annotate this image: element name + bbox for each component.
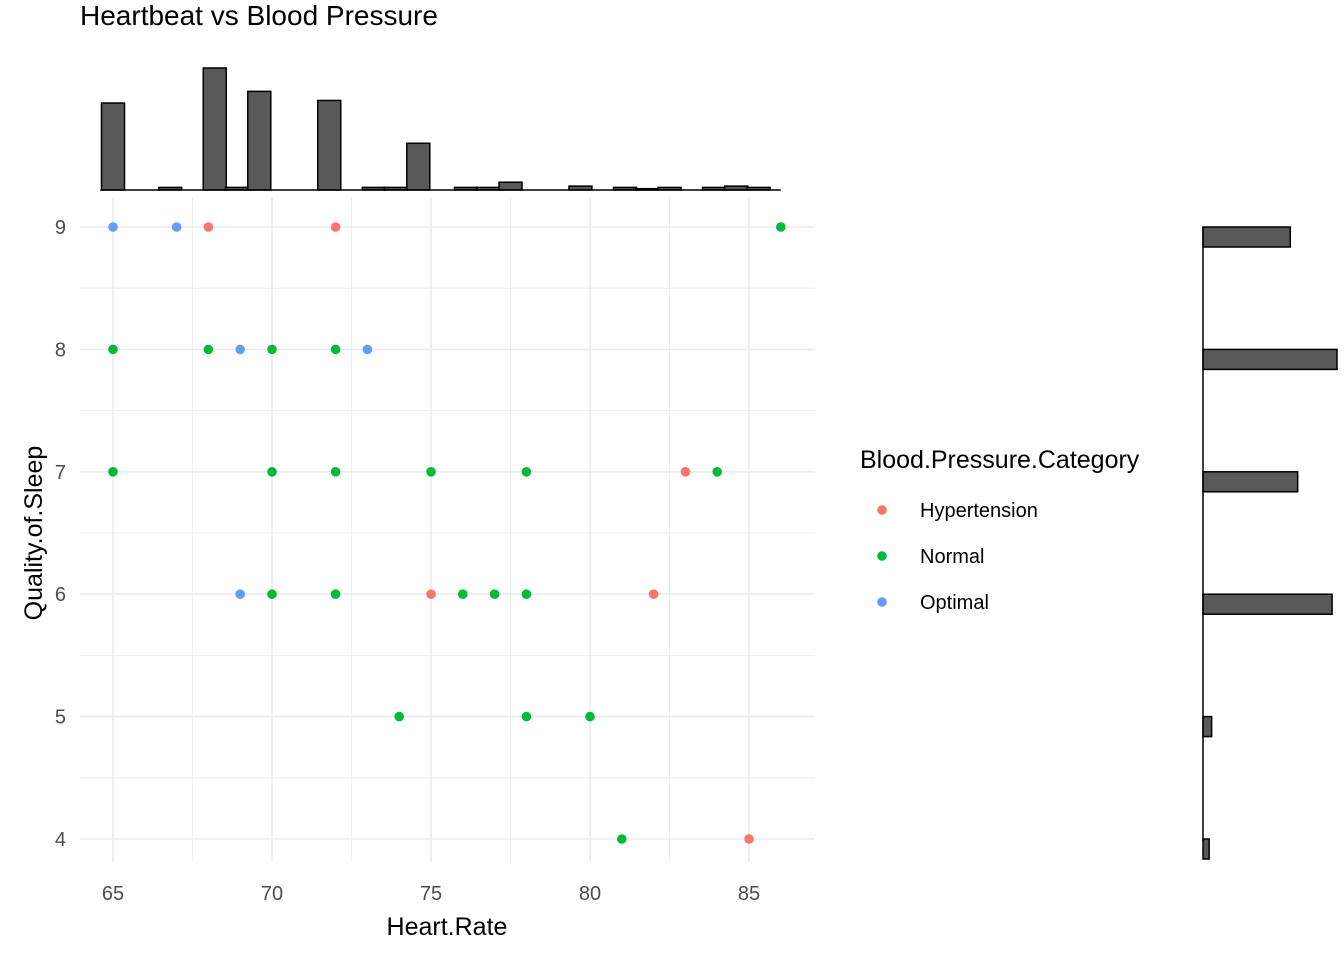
data-point-normal	[330, 344, 341, 355]
data-point-normal	[458, 589, 468, 599]
right-histogram-bar	[1202, 593, 1333, 615]
right-histogram-bar	[1202, 715, 1213, 738]
y-tick-label: 8	[55, 339, 66, 361]
data-point-normal	[330, 589, 341, 599]
data-point-hypertension	[330, 222, 341, 232]
right-histogram-bar	[1202, 838, 1210, 860]
x-tick-label: 70	[261, 883, 283, 905]
top-histogram-bar	[100, 102, 126, 191]
data-point-hypertension	[648, 589, 659, 599]
x-tick-label: 75	[420, 883, 442, 905]
x-tick-label: 85	[738, 883, 760, 905]
top-histogram-bar	[202, 67, 228, 191]
right-marginal-histogram	[1202, 226, 1338, 860]
data-point-hypertension	[203, 222, 214, 232]
top-histogram-bar	[247, 90, 272, 191]
legend-label-hypertension: Hypertension	[920, 500, 1038, 522]
data-point-normal	[712, 467, 722, 477]
top-histogram-bar	[316, 99, 342, 191]
top-marginal-histogram	[100, 67, 781, 191]
x-tick-label: 65	[102, 883, 124, 905]
data-point-optimal	[235, 344, 245, 355]
data-point-normal	[521, 711, 532, 722]
data-point-optimal	[108, 222, 118, 232]
data-point-normal	[521, 589, 532, 599]
data-point-normal	[108, 467, 118, 477]
x-axis-title: Heart.Rate	[387, 913, 508, 941]
y-tick-label: 5	[55, 707, 66, 729]
data-point-normal	[617, 834, 627, 844]
right-histogram-bar	[1202, 226, 1292, 248]
x-tick-label: 80	[579, 883, 601, 905]
data-point-optimal	[171, 222, 182, 232]
legend-key-optimal	[877, 597, 887, 607]
y-axis-ticks: 4 5 6 7 8 9	[55, 217, 66, 851]
data-point-optimal	[235, 589, 245, 599]
data-point-hypertension	[744, 834, 754, 844]
data-point-normal	[108, 344, 118, 355]
data-point-normal	[203, 344, 214, 355]
top-histogram-bar	[498, 181, 523, 191]
data-point-normal	[267, 344, 277, 355]
data-point-normal	[267, 467, 277, 477]
data-point-normal	[521, 467, 532, 477]
legend-title: Blood.Pressure.Category	[860, 446, 1140, 474]
legend: Blood.Pressure.Category Hypertension Norm…	[860, 446, 1140, 614]
data-point-normal	[585, 711, 595, 722]
data-point-normal	[776, 222, 786, 232]
data-point-hypertension	[426, 589, 436, 599]
data-point-normal	[426, 467, 436, 477]
x-axis-ticks: 65 70 75 80 85	[102, 883, 760, 905]
scatter-points	[108, 222, 786, 844]
legend-label-normal: Normal	[920, 546, 984, 568]
y-tick-label: 4	[55, 829, 66, 851]
data-point-normal	[267, 589, 277, 599]
right-histogram-bar	[1202, 348, 1338, 371]
y-axis-title: Quality.of.Sleep	[20, 446, 48, 621]
data-point-normal	[394, 711, 405, 722]
data-point-hypertension	[680, 467, 691, 477]
legend-label-optimal: Optimal	[920, 592, 989, 614]
data-point-normal	[330, 467, 341, 477]
y-tick-label: 7	[55, 462, 66, 484]
legend-key-hypertension	[877, 505, 887, 515]
top-histogram-bar	[406, 142, 431, 191]
grid-lines	[80, 198, 815, 862]
right-histogram-bar	[1202, 471, 1299, 493]
y-tick-label: 9	[55, 217, 66, 239]
chart-title: Heartbeat vs Blood Pressure	[80, 0, 438, 31]
data-point-normal	[489, 589, 500, 599]
legend-key-normal	[877, 551, 887, 561]
y-tick-label: 6	[55, 584, 66, 606]
data-point-optimal	[362, 344, 373, 355]
